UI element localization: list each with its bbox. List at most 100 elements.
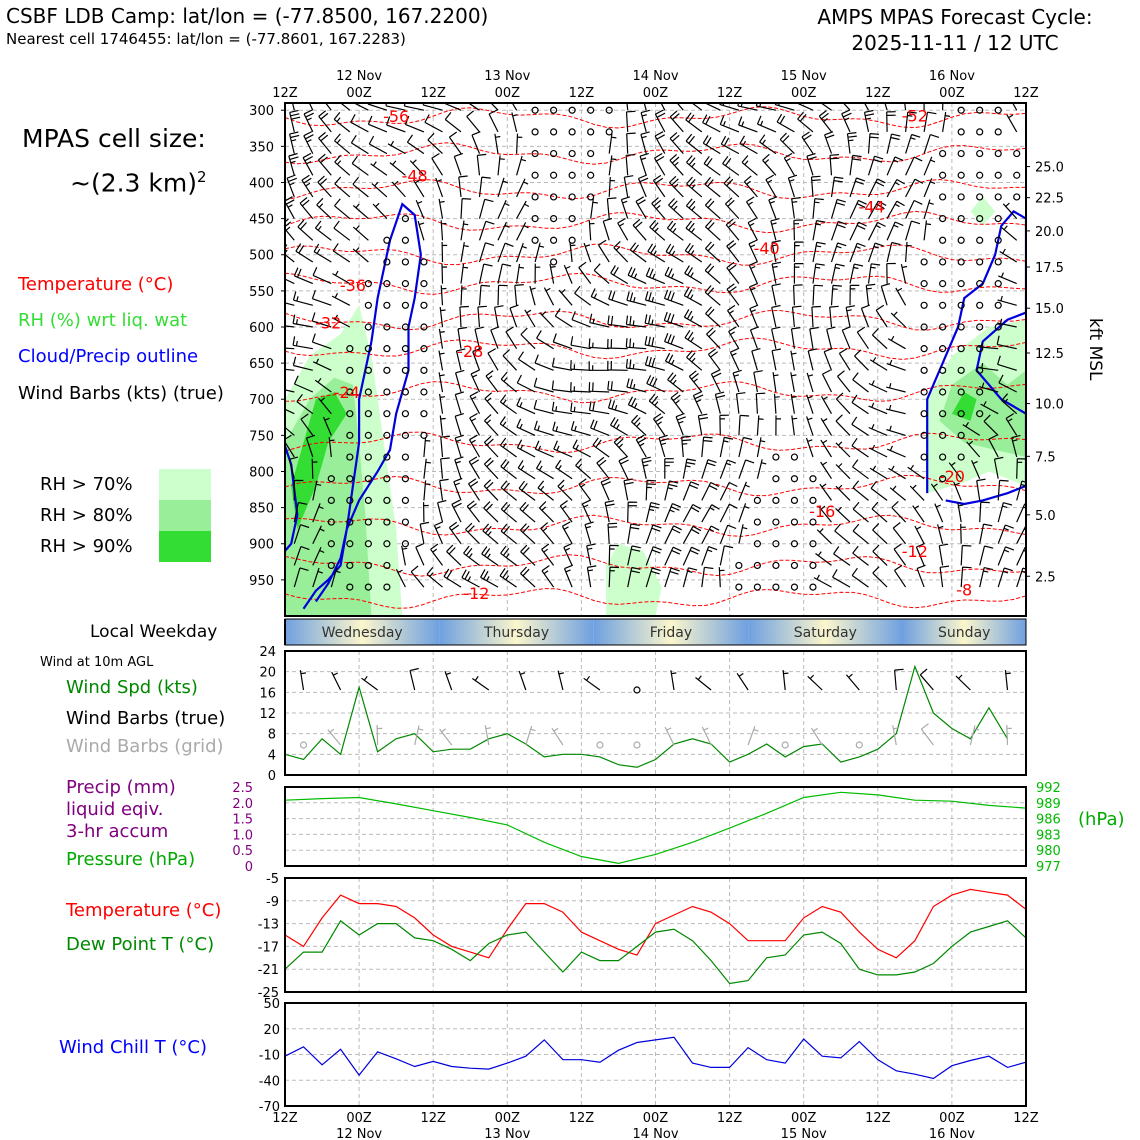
wind-barb-388: [584, 521, 594, 544]
forecast-cycle-label: AMPS MPAS Forecast Cycle:: [817, 5, 1093, 29]
wind-barb-443: [632, 218, 647, 241]
wind-barb-591: [756, 437, 766, 458]
wind-barb-592: [756, 459, 767, 479]
wind-barb-821: [939, 453, 947, 461]
wind-barb-256: [497, 155, 505, 176]
legend-rh: RH (%) wrt liq. wat: [18, 310, 188, 331]
wind-barb-777: [889, 485, 906, 501]
wind-barb-902: [1002, 202, 1018, 220]
wind-barb-776: [888, 465, 906, 480]
wind-barb-608: [771, 304, 781, 328]
wind-barb-790: [920, 280, 928, 288]
wind-barb-634: [790, 372, 797, 393]
wind-barb-156: [401, 496, 410, 504]
wind-barb-871: [979, 523, 993, 544]
wind-barb-887: [978, 382, 999, 393]
wind-barb-267: [484, 392, 499, 415]
wind-barb-237: [478, 242, 495, 263]
wind-barb-363: [557, 479, 573, 501]
wind-barb-730: [852, 459, 869, 480]
wind-barb-545: [719, 436, 734, 458]
wind-barb-223: [454, 434, 464, 458]
wind-barb-299: [531, 106, 539, 114]
wind-barb-426: [607, 360, 628, 371]
wind-barb-605: [771, 240, 781, 263]
wind-barb-314: [516, 418, 536, 436]
wind-barb-686: [818, 505, 832, 523]
wind-barb-37: [296, 394, 314, 415]
wind-barb-735: [851, 567, 869, 588]
wind-barb-127: [383, 366, 391, 374]
wind-barb-487: [668, 175, 684, 198]
wind-barb-12: [285, 368, 295, 371]
wind-barb-590: [756, 415, 764, 436]
wind-barb-595: [753, 540, 761, 548]
wind-barb-361: [553, 440, 573, 458]
wind-barb-222: [454, 413, 464, 436]
ytick-height-15.0: 15.0: [1035, 302, 1064, 317]
wind-barb-505: [682, 567, 698, 588]
wind-barb-112: [364, 540, 372, 548]
wind-barb-594: [753, 518, 761, 526]
wind-barb-345: [568, 106, 576, 114]
wind-barb-772: [886, 383, 906, 393]
wind-barb-787: [923, 199, 934, 219]
wind-barb-311: [518, 351, 536, 371]
ytick-pressure-450: 450: [249, 213, 274, 228]
wind10m-gridbarb-33: [892, 725, 899, 746]
wind-barb-748: [869, 357, 888, 371]
weekday-label: Local Weekday: [90, 622, 218, 642]
wind10m-barb-11: [472, 676, 490, 691]
weekday-friday: Friday: [650, 625, 692, 641]
wind-barb-165: [412, 179, 425, 198]
wind-barb-52: [314, 220, 332, 241]
wind-barb-436: [627, 566, 641, 588]
legend-wind-barbs: Wind Barbs (kts) (true): [18, 383, 224, 404]
wind-barb-643: [790, 583, 799, 591]
wind-barb-628: [793, 241, 804, 263]
wind-barb-208: [444, 112, 462, 133]
wind-barb-54: [312, 266, 332, 285]
ytick-height-17.5: 17.5: [1035, 261, 1064, 276]
wind-barb-696: [849, 221, 867, 241]
wind-barb-232: [471, 131, 481, 154]
wind-barb-264: [490, 326, 500, 349]
text-layer: Wednesday Thursday Friday Saturday Sunday-56…: [232, 69, 1105, 1140]
wind-barb-206: [426, 567, 443, 588]
wind-barb-378: [571, 311, 591, 328]
wind-barb-280: [516, 178, 529, 198]
isotherm-label-3: -44: [859, 197, 885, 216]
wind-barb-91: [346, 583, 354, 591]
wind-barb-155: [401, 475, 410, 483]
wind-barb-73: [334, 176, 351, 198]
wind-barb-602: [765, 174, 777, 198]
wind-barb-301: [531, 149, 539, 158]
wind-barb-524: [701, 481, 720, 501]
wind-barb-719: [867, 221, 886, 241]
dewpoint-label: Dew Point T (°C): [66, 934, 215, 955]
wind-barb-20: [293, 524, 310, 544]
wind-barb-239: [478, 284, 491, 306]
wind-barb-325: [550, 171, 558, 179]
wind-barb-173: [420, 366, 428, 374]
wind-barb-679: [823, 347, 833, 371]
wind-barb-344: [541, 565, 555, 588]
wind-barb-113: [364, 561, 372, 570]
wind-barb-576: [738, 116, 758, 133]
wind-chill-label: Wind Chill T (°C): [59, 1037, 207, 1058]
wind-barb-43: [312, 525, 325, 544]
wind-barb-557: [724, 197, 740, 220]
xtick-top-8: 12Z: [865, 86, 891, 101]
wind-barb-676: [830, 284, 842, 306]
wind-barb-312: [516, 374, 536, 393]
wind-barb-470: [644, 314, 665, 328]
wind-barb-437: [643, 103, 647, 111]
wind-barb-596: [753, 561, 761, 570]
wind-barb-124: [383, 301, 391, 309]
wind-barb-119: [371, 181, 388, 198]
wind-barb-369: [587, 128, 595, 136]
wind-barb-861: [976, 323, 984, 331]
wind-barb-371: [587, 171, 595, 179]
wind-barb-669: [824, 131, 835, 154]
wind-barb-742: [886, 221, 904, 241]
